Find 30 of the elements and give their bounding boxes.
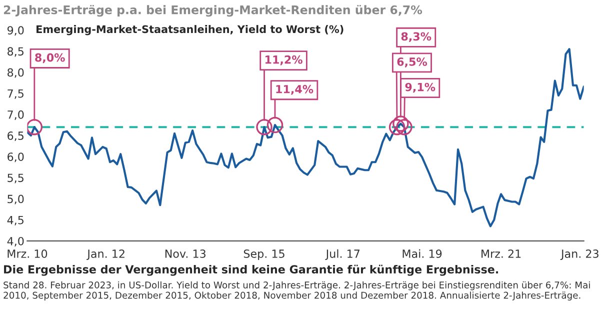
y-tick-label: 6,5 bbox=[8, 132, 24, 142]
x-tick-label: Nov. 13 bbox=[165, 250, 206, 258]
y-tick-label: 7,5 bbox=[8, 89, 24, 99]
x-tick-label: Mrz. 10 bbox=[8, 250, 48, 258]
annotation: 8,0% bbox=[35, 53, 65, 64]
y-tick-label: 4,5 bbox=[7, 216, 24, 226]
annotation: 8,3% bbox=[401, 32, 432, 42]
text: Stand 28. Februar 2023, in US-Dollar. Yield to Worst und 2-Jahres-Erträge. 2-Jahres-Erträge bei Einstiegsrenditen über 6,7%: Mai 2010, September 2015, Dezember 2015, Oktober 2018, November 2018 und Dezember 2018. Annualisierte 2-Jahres-Erträge. bbox=[4, 281, 590, 300]
y-axis-title: Emerging-Market-Staatsanleihen, Yield to Worst (%) bbox=[36, 25, 344, 36]
annotation: 11,2% bbox=[266, 55, 302, 66]
text: Die Ergebnisse der Vergangenheit sind keine Garantie für künftige Ergebnisse. bbox=[4, 264, 498, 276]
y-tick-label: 9,0 bbox=[7, 26, 24, 36]
y-tick-label: 5,0 bbox=[8, 194, 24, 204]
y-tick-label: 4,0 bbox=[7, 236, 24, 246]
line-series bbox=[27, 48, 584, 228]
y-tick-label: 8,5 bbox=[8, 47, 24, 57]
y-tick-label: 7,0 bbox=[8, 110, 24, 120]
x-tick-label: Mai. 19 bbox=[402, 249, 442, 258]
y-tick-label: 5,5 bbox=[8, 174, 24, 184]
x-tick-label: Mrz. 21 bbox=[482, 250, 521, 258]
x-tick-label: Jan. 12 bbox=[86, 250, 124, 260]
chart-title: 2-Jahres-Erträge p.a. bei Emerging-Market-Renditen über 6,7% bbox=[4, 4, 422, 17]
x-tick-label: Jul. 17 bbox=[325, 249, 360, 260]
annotation: 9,1% bbox=[405, 82, 436, 93]
y-tick-label: 8,0 bbox=[8, 68, 24, 78]
annotation: 11,4% bbox=[276, 84, 314, 95]
annotation: 6,5% bbox=[397, 58, 428, 68]
x-tick-label: Jan. 23 bbox=[560, 250, 598, 260]
x-tick-label: Sep. 15 bbox=[244, 250, 284, 260]
y-tick-label: 6,0 bbox=[8, 152, 24, 162]
